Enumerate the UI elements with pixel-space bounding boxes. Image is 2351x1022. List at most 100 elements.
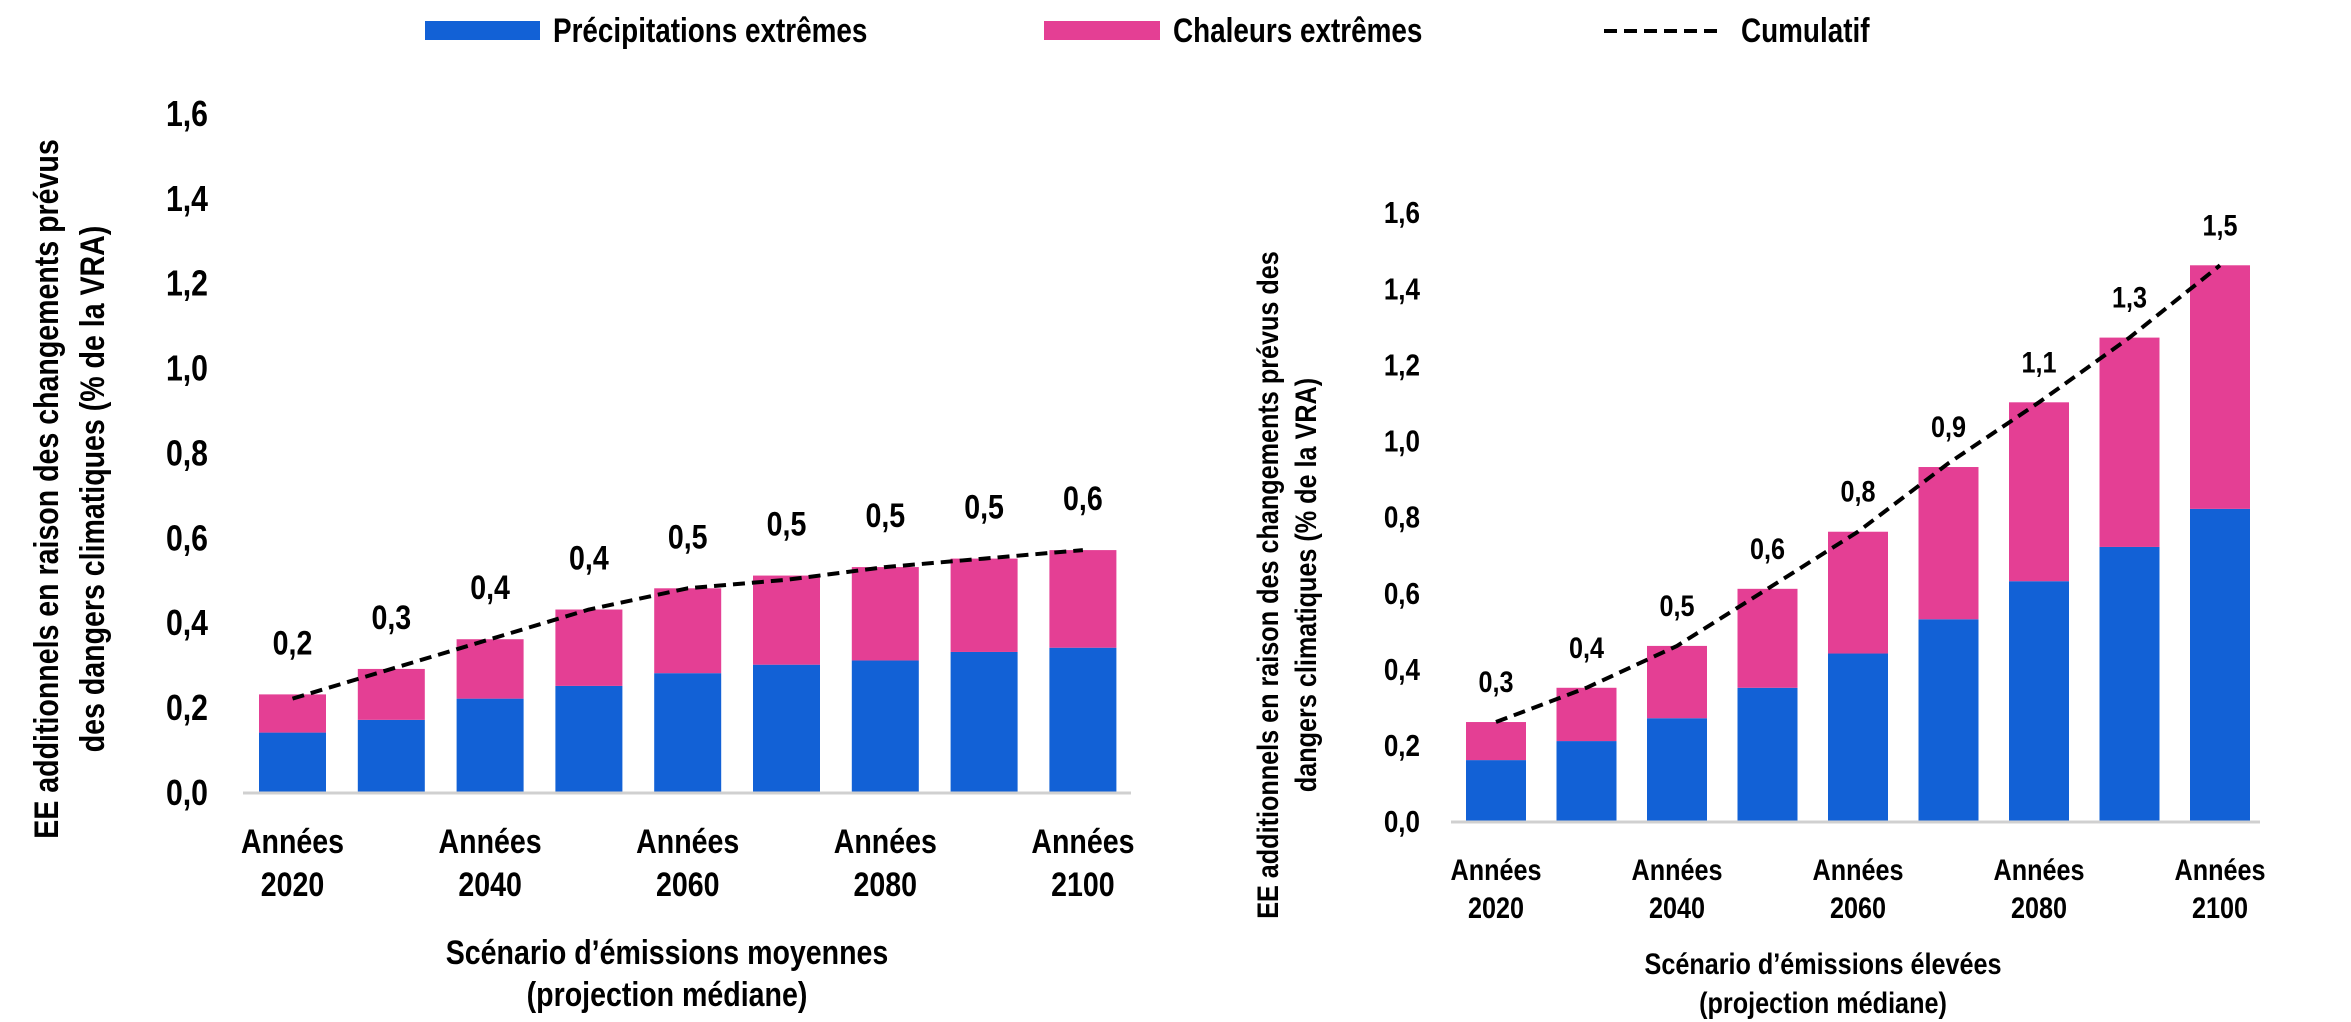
bar-precipitations bbox=[259, 732, 326, 792]
bar-precipitations bbox=[2190, 508, 2250, 821]
bar-precipitations bbox=[1466, 760, 1526, 821]
x-tick-label: Années bbox=[1813, 853, 1904, 887]
y-tick-label: 0,6 bbox=[166, 519, 208, 559]
data-label: 0,3 bbox=[371, 599, 411, 637]
bar-precipitations bbox=[1049, 647, 1117, 792]
y-tick-label: 1,2 bbox=[166, 264, 208, 304]
bar-precipitations bbox=[950, 651, 1018, 792]
cumulative-line bbox=[1495, 263, 2222, 724]
chart-moyennes: 0,0 0,2 0,4 0,6 0,8 1,0 1,2 1,4 1,6 0,2 0,3 0,4 0,4 0… bbox=[28, 95, 1135, 1014]
x-axis-title: (projection médiane) bbox=[1699, 986, 1947, 1020]
y-axis-title: EE additionnels en raison des changement… bbox=[1251, 251, 1285, 919]
y-tick-label: 0,8 bbox=[1384, 501, 1420, 536]
data-label: 0,4 bbox=[569, 539, 609, 577]
data-label: 0,4 bbox=[470, 569, 510, 607]
x-tick-label: 2060 bbox=[656, 866, 720, 904]
cumulative-line bbox=[291, 548, 1084, 701]
x-tick-label: 2040 bbox=[1649, 891, 1705, 925]
bar-chaleurs bbox=[1556, 687, 1617, 742]
x-tick-label: 2080 bbox=[2011, 891, 2067, 925]
chart-elevees: 0,0 0,2 0,4 0,6 0,8 1,0 1,2 1,4 1,6 0,3 0,4 0,5 0,6 0… bbox=[1251, 196, 2266, 1019]
y-tick-label: 0,2 bbox=[166, 689, 208, 729]
bar-chaleurs bbox=[1918, 467, 1979, 620]
data-label: 0,9 bbox=[1931, 410, 1966, 444]
x-tick-label: Années bbox=[241, 823, 344, 861]
bar-precipitations bbox=[555, 685, 623, 792]
y-tick-label: 0,4 bbox=[166, 604, 208, 644]
bar-precipitations bbox=[1737, 687, 1798, 821]
data-label: 0,6 bbox=[1750, 532, 1785, 566]
x-tick-label: 2040 bbox=[458, 866, 522, 904]
y-tick-label: 1,4 bbox=[166, 179, 208, 219]
bar-chaleurs bbox=[1647, 645, 1707, 719]
x-axis-title: (projection médiane) bbox=[527, 976, 808, 1014]
data-label: 1,1 bbox=[2021, 345, 2056, 379]
data-label: 0,4 bbox=[1569, 631, 1605, 665]
x-tick-label: 2080 bbox=[854, 866, 918, 904]
bar-precipitations bbox=[851, 660, 919, 792]
y-tick-label: 0,4 bbox=[1384, 653, 1420, 688]
legend-label-precipitations: Précipitations extrêmes bbox=[553, 11, 867, 49]
bar-precipitations bbox=[357, 719, 425, 792]
bar-chaleurs bbox=[1466, 722, 1526, 761]
y-axis-title: EE additionnels en raison des changement… bbox=[28, 139, 66, 838]
legend-swatch-precipitations bbox=[425, 21, 540, 40]
bar-chaleurs bbox=[654, 588, 722, 674]
y-tick-label: 1,2 bbox=[1384, 348, 1420, 383]
x-tick-label: 2020 bbox=[1468, 891, 1524, 925]
x-axis-title: Scénario d’émissions moyennes bbox=[446, 934, 889, 972]
data-label: 1,3 bbox=[2112, 281, 2147, 315]
bar-chaleurs bbox=[1049, 550, 1117, 648]
data-label: 0,5 bbox=[865, 497, 905, 535]
bar-chaleurs bbox=[1737, 588, 1798, 688]
data-label: 0,6 bbox=[1063, 480, 1103, 518]
y-tick-label: 0,2 bbox=[1384, 729, 1420, 764]
data-label: 0,5 bbox=[767, 505, 807, 543]
y-tick-label: 0,6 bbox=[1384, 577, 1420, 612]
bar-chaleurs bbox=[2190, 265, 2250, 509]
x-tick-label: 2020 bbox=[261, 866, 325, 904]
legend: Précipitations extrêmes Chaleurs extrême… bbox=[425, 11, 1870, 50]
y-tick-label: 1,0 bbox=[166, 349, 208, 389]
y-tick-label: 1,6 bbox=[1384, 196, 1420, 231]
bar-precipitations bbox=[1828, 653, 1888, 821]
data-label: 0,5 bbox=[668, 518, 708, 556]
bar-precipitations bbox=[654, 673, 722, 792]
bar-precipitations bbox=[2099, 546, 2160, 821]
bar-chaleurs bbox=[851, 567, 919, 661]
y-axis-title: dangers climatiques (% de la VRA) bbox=[1289, 378, 1323, 792]
x-tick-label: Années bbox=[636, 823, 739, 861]
bar-chaleurs bbox=[259, 694, 326, 733]
y-tick-label: 1,0 bbox=[1384, 424, 1420, 459]
y-axis-title: des dangers climatiques (% de la VRA) bbox=[74, 226, 112, 753]
x-tick-label: Années bbox=[834, 823, 937, 861]
bar-precipitations bbox=[753, 664, 820, 792]
x-tick-label: Années bbox=[1632, 853, 1723, 887]
y-tick-label: 1,4 bbox=[1384, 272, 1420, 307]
bar-chaleurs bbox=[2099, 337, 2160, 547]
x-tick-label: Années bbox=[2175, 853, 2266, 887]
x-tick-label: 2060 bbox=[1830, 891, 1886, 925]
legend-label-cumulatif: Cumulatif bbox=[1741, 11, 1870, 49]
bar-precipitations bbox=[2009, 581, 2069, 821]
x-tick-label: Années bbox=[1994, 853, 2085, 887]
data-label: 0,8 bbox=[1840, 475, 1875, 509]
legend-label-chaleurs: Chaleurs extrêmes bbox=[1173, 11, 1422, 49]
data-label: 0,3 bbox=[1478, 665, 1513, 699]
x-tick-label: 2100 bbox=[2192, 891, 2248, 925]
bar-chaleurs bbox=[2009, 402, 2069, 582]
bar-chaleurs bbox=[753, 575, 820, 665]
x-tick-label: 2100 bbox=[1051, 866, 1115, 904]
data-label: 0,5 bbox=[1659, 589, 1694, 623]
legend-swatch-chaleurs bbox=[1044, 21, 1160, 40]
y-tick-label: 0,0 bbox=[1384, 805, 1420, 840]
bar-chaleurs bbox=[555, 609, 623, 686]
y-tick-label: 1,6 bbox=[166, 95, 208, 135]
bar-chaleurs bbox=[950, 558, 1018, 652]
x-tick-label: Années bbox=[1031, 823, 1134, 861]
x-tick-label: Années bbox=[1451, 853, 1542, 887]
data-label: 0,5 bbox=[964, 488, 1004, 526]
bar-precipitations bbox=[1556, 741, 1617, 821]
y-tick-label: 0,0 bbox=[166, 774, 208, 814]
